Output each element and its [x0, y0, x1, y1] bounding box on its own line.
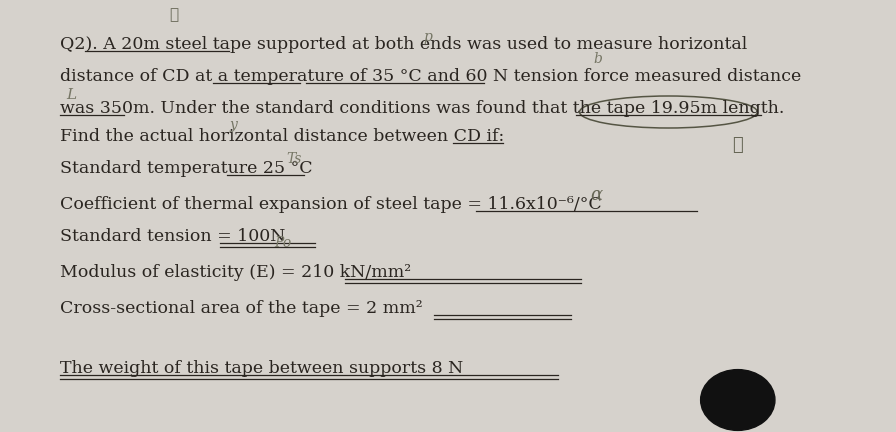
Text: Standard temperature 25 °C: Standard temperature 25 °C: [60, 160, 313, 177]
Text: ℓ: ℓ: [168, 8, 178, 22]
Text: Cross-sectional area of the tape = 2 mm²: Cross-sectional area of the tape = 2 mm²: [60, 300, 423, 317]
Text: Modulus of elasticity (E) = 210 kN/mm²: Modulus of elasticity (E) = 210 kN/mm²: [60, 264, 411, 281]
Text: was 350m. Under the standard conditions was found that the tape 19.95m length.: was 350m. Under the standard conditions …: [60, 100, 785, 117]
Text: Q2). A 20m steel tape supported at both ends was used to measure horizontal: Q2). A 20m steel tape supported at both …: [60, 36, 747, 53]
Text: distance of CD at a temperature of 35 °C and 60 N tension force measured distanc: distance of CD at a temperature of 35 °C…: [60, 68, 802, 85]
Text: Coefficient of thermal expansion of steel tape = 11.6x10⁻⁶/°C: Coefficient of thermal expansion of stee…: [60, 196, 602, 213]
Text: Standard tension = 100N: Standard tension = 100N: [60, 228, 286, 245]
Text: p: p: [423, 30, 432, 44]
Ellipse shape: [701, 370, 775, 430]
Text: b: b: [594, 52, 603, 66]
Text: ℓ: ℓ: [732, 136, 743, 154]
Text: Ts: Ts: [286, 152, 302, 166]
Text: y: y: [229, 118, 237, 132]
Text: Po: Po: [274, 236, 291, 250]
Text: Find the actual horizontal distance between CD if:: Find the actual horizontal distance betw…: [60, 128, 504, 145]
Text: L: L: [65, 88, 76, 102]
Text: The weight of this tape between supports 8 N: The weight of this tape between supports…: [60, 360, 464, 377]
Text: α: α: [590, 186, 602, 204]
